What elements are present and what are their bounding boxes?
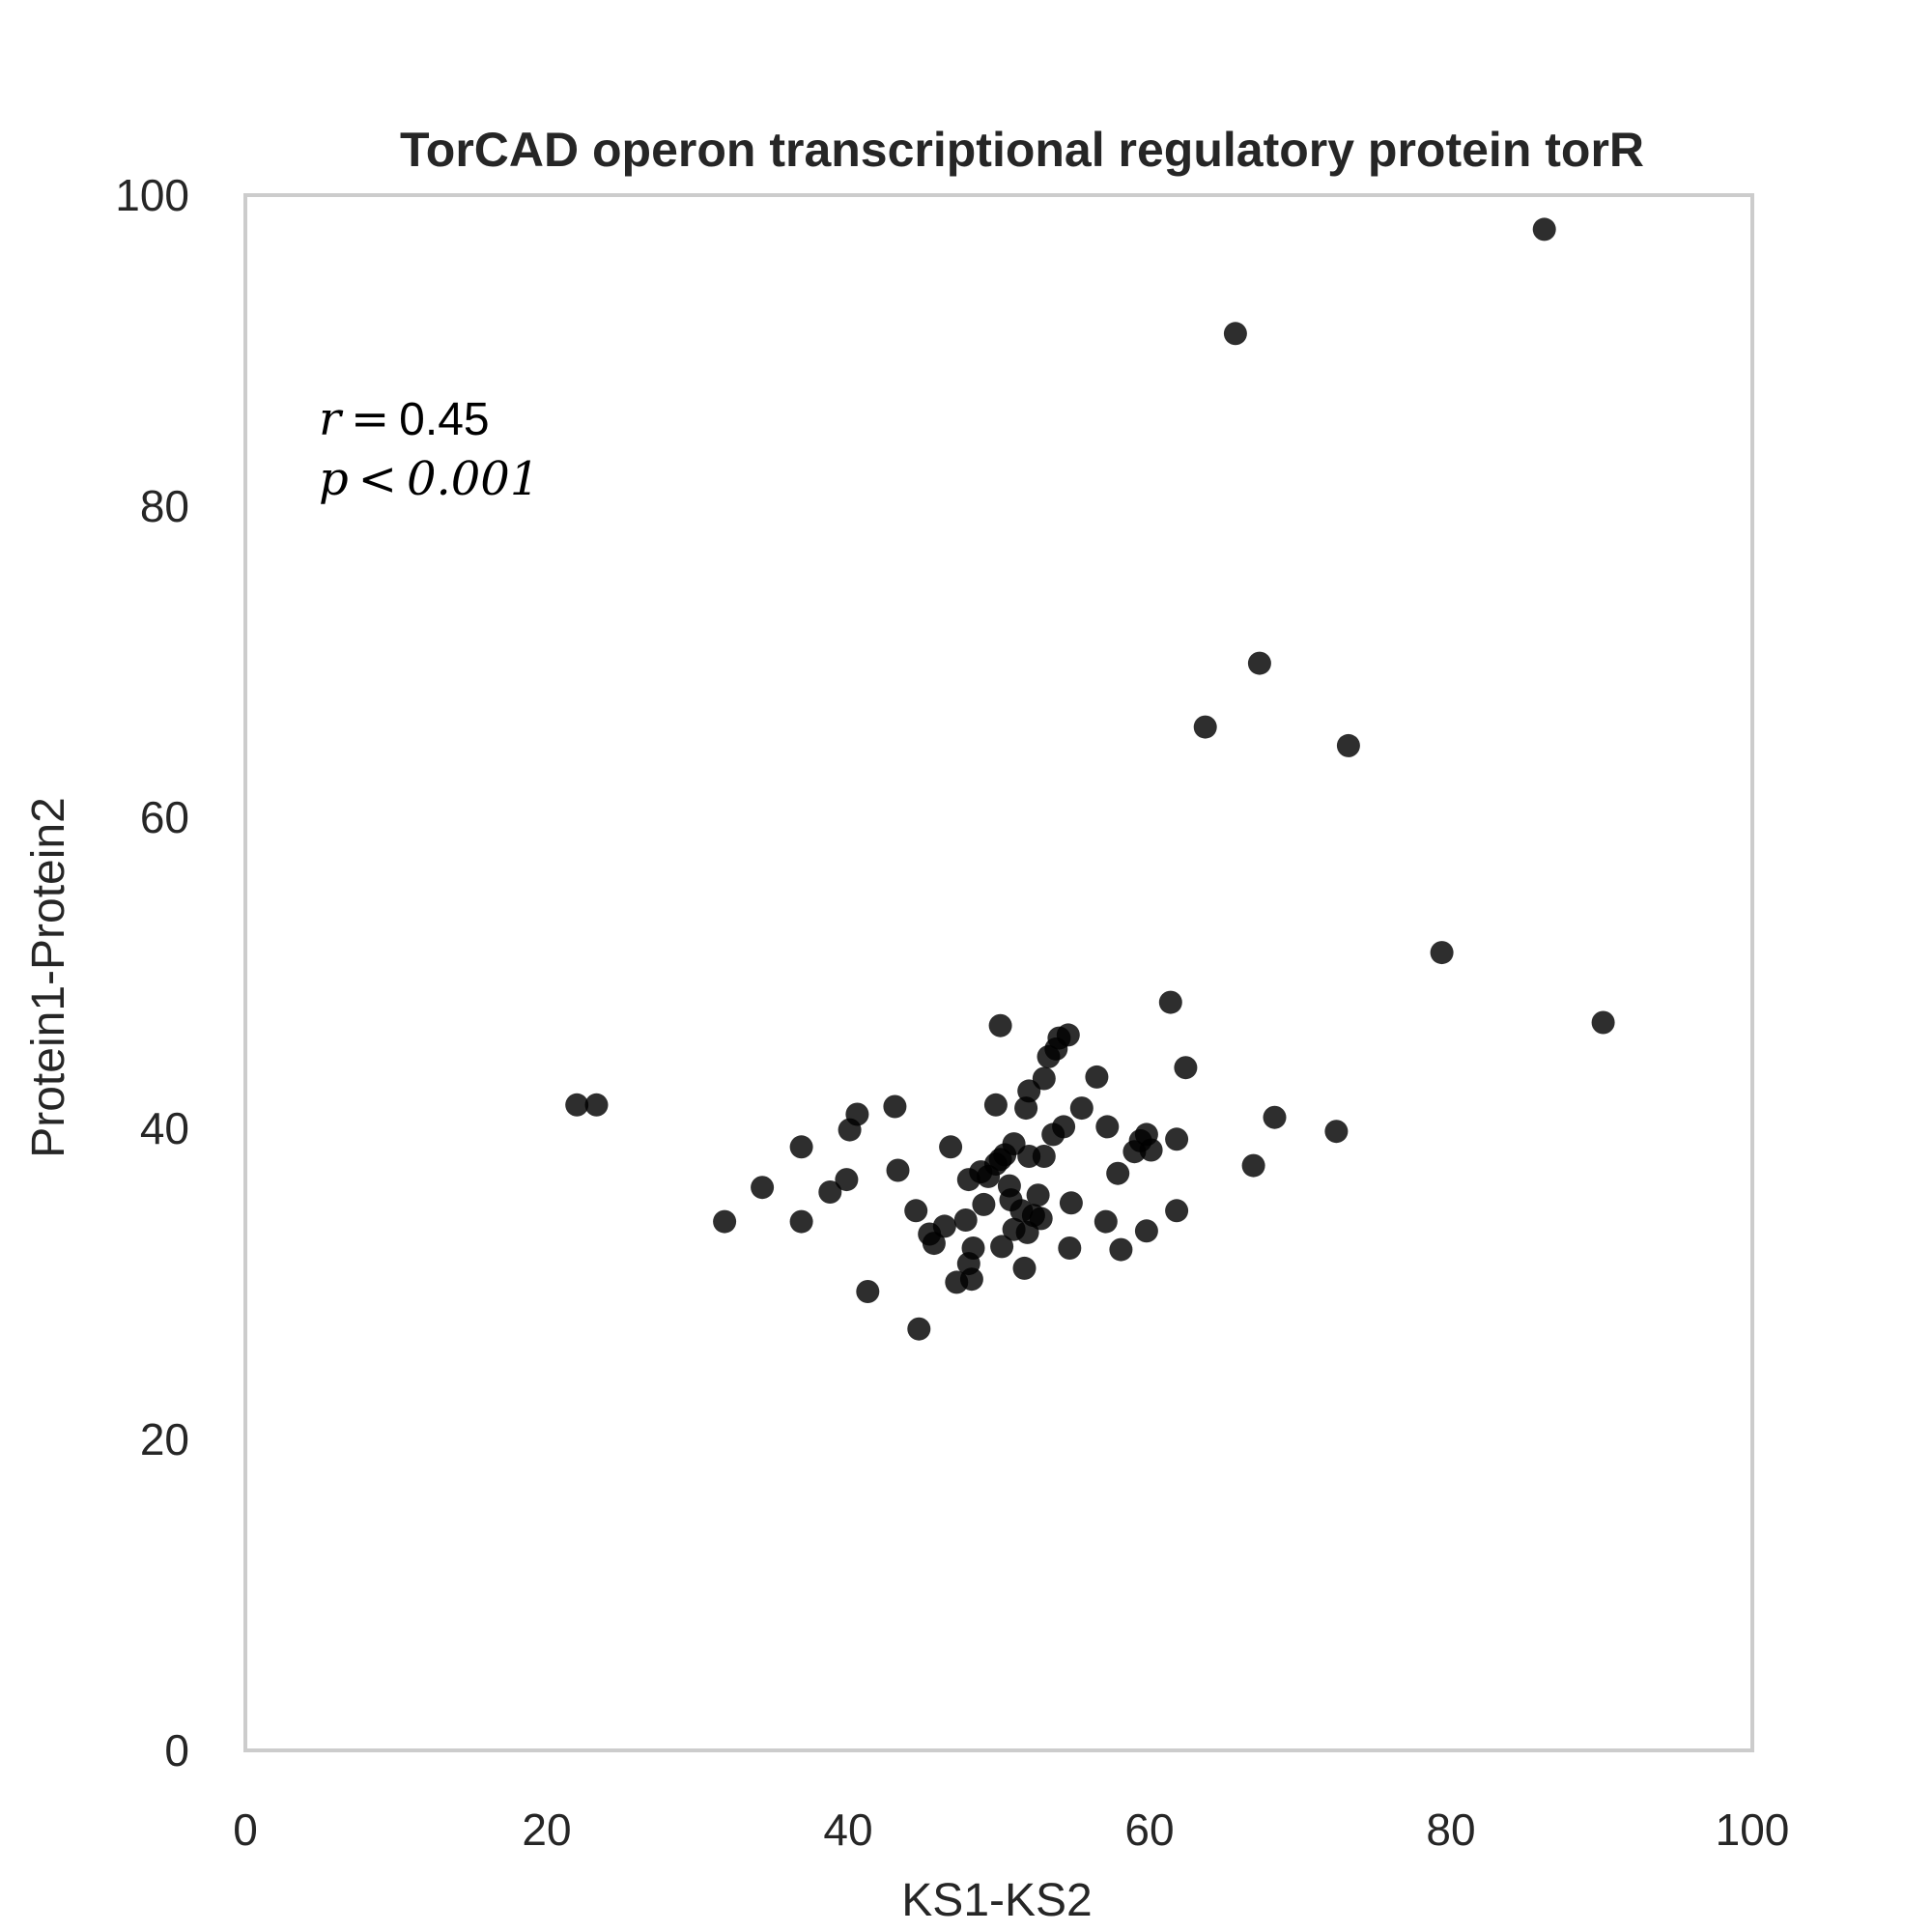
data-point-10 <box>856 1280 880 1303</box>
data-point-47 <box>1032 1066 1056 1091</box>
y-tick-label-3: 60 <box>140 792 189 842</box>
data-point-20 <box>953 1208 978 1232</box>
data-point-45 <box>1026 1183 1050 1208</box>
data-point-39 <box>1012 1256 1037 1280</box>
x-tick-label-5: 100 <box>1716 1804 1790 1855</box>
data-point-66 <box>1134 1219 1158 1243</box>
data-point-48 <box>1032 1145 1056 1168</box>
data-point-61 <box>1106 1161 1130 1185</box>
chart-title: TorCAD operon transcriptional regulatory… <box>400 123 1644 177</box>
data-point-9 <box>845 1102 869 1126</box>
data-point-67 <box>1139 1138 1163 1162</box>
data-point-17 <box>932 1214 956 1238</box>
p-symbol: p <box>319 452 349 506</box>
data-point-6 <box>818 1180 842 1204</box>
data-point-56 <box>1059 1191 1083 1215</box>
data-point-55 <box>1058 1236 1082 1260</box>
data-point-75 <box>1247 651 1271 675</box>
x-axis-label: KS1-KS2 <box>901 1875 1092 1926</box>
data-point-53 <box>1052 1115 1076 1139</box>
data-point-24 <box>961 1236 985 1260</box>
data-point-1 <box>584 1093 609 1117</box>
y-axis-label: Protein1-Protein2 <box>23 797 74 1158</box>
data-point-16 <box>922 1232 946 1256</box>
data-point-57 <box>1069 1096 1094 1121</box>
data-point-32 <box>990 1235 1014 1259</box>
y-tick-label-2: 40 <box>140 1103 189 1153</box>
data-point-2 <box>713 1209 737 1234</box>
x-tick-label-1: 20 <box>522 1804 571 1855</box>
data-point-13 <box>904 1199 928 1223</box>
data-point-60 <box>1095 1115 1120 1139</box>
x-tick-label-4: 80 <box>1426 1804 1475 1855</box>
data-point-71 <box>1174 1056 1198 1080</box>
p-annotation: p <0.001 <box>319 452 539 506</box>
data-point-29 <box>983 1093 1008 1117</box>
data-point-72 <box>1193 715 1217 739</box>
x-tick-labels: 0 20 40 60 80 100 <box>233 1804 1789 1855</box>
y-tick-label-4: 80 <box>140 481 189 531</box>
data-point-59 <box>1094 1209 1118 1234</box>
r-equals: = <box>351 392 389 446</box>
data-point-69 <box>1165 1199 1189 1223</box>
data-point-76 <box>1263 1105 1287 1129</box>
data-point-46 <box>1029 1207 1053 1231</box>
x-tick-label-0: 0 <box>233 1804 258 1855</box>
p-value: 0.001 <box>407 452 539 506</box>
data-point-81 <box>1591 1010 1615 1035</box>
data-point-0 <box>565 1093 589 1117</box>
data-point-26 <box>972 1192 996 1216</box>
p-less-than: < <box>358 452 397 506</box>
data-point-58 <box>1085 1065 1109 1089</box>
plot-frame <box>243 193 1754 1752</box>
data-point-5 <box>789 1135 813 1159</box>
x-tick-label-2: 40 <box>823 1804 872 1855</box>
data-point-78 <box>1336 733 1360 757</box>
data-point-40 <box>1014 1096 1038 1121</box>
data-point-73 <box>1223 322 1247 346</box>
r-value: 0.45 <box>399 394 489 445</box>
data-point-3 <box>751 1176 775 1200</box>
data-point-77 <box>1324 1120 1349 1144</box>
data-point-74 <box>1241 1153 1265 1178</box>
x-tick-label-3: 60 <box>1124 1804 1174 1855</box>
data-point-12 <box>886 1158 910 1182</box>
data-point-79 <box>1430 941 1454 965</box>
data-point-30 <box>988 1013 1012 1037</box>
y-tick-label-5: 100 <box>115 170 189 220</box>
data-point-4 <box>789 1209 813 1234</box>
data-point-7 <box>835 1168 859 1192</box>
data-point-62 <box>1109 1237 1133 1262</box>
y-tick-label-0: 0 <box>164 1725 189 1776</box>
data-point-14 <box>907 1317 931 1341</box>
correlation-annotation: r = 0.45 p <0.001 <box>319 392 539 506</box>
r-symbol: r <box>319 392 344 446</box>
data-point-23 <box>959 1267 983 1292</box>
r-annotation: r = 0.45 <box>319 392 490 446</box>
data-point-54 <box>1056 1023 1080 1047</box>
data-point-11 <box>883 1094 907 1119</box>
data-point-18 <box>939 1135 963 1159</box>
data-point-68 <box>1158 990 1182 1014</box>
y-tick-labels: 0 20 40 60 80 100 <box>115 170 189 1776</box>
data-point-70 <box>1165 1127 1189 1151</box>
points-layer <box>565 217 1615 1341</box>
data-point-80 <box>1532 217 1556 242</box>
y-tick-label-1: 20 <box>140 1414 189 1464</box>
